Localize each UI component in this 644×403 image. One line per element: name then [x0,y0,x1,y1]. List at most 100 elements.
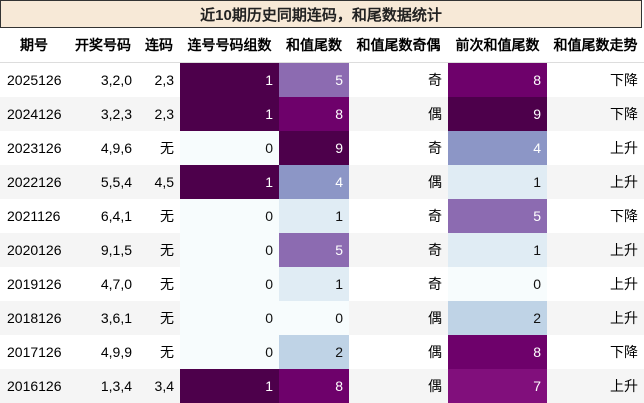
cell-issue: 2020126 [0,233,68,267]
cell-trend: 上升 [610,140,638,156]
header-numbers: 开奖号码 [68,28,138,63]
table-row: 2021126 6,4,1 无 0 1 奇 5 下降 [0,199,644,233]
cell-prev-tail: 5 [448,199,547,233]
header-lian: 连码 [138,28,180,63]
cell-issue: 2024126 [0,97,68,131]
cell-tail: 4 [279,165,349,199]
cell-trend: 上升 [610,276,638,292]
cell-groups: 1 [180,369,279,403]
cell-numbers: 3,2,3 [68,97,138,131]
cell-numbers: 5,5,4 [68,165,138,199]
cell-numbers: 1,3,4 [68,369,138,403]
cell-tail: 1 [279,199,349,233]
cell-issue: 2025126 [7,72,62,88]
cell-issue: 2016126 [0,369,68,403]
cell-trend: 下降 [610,208,638,224]
cell-tail: 1 [279,267,349,301]
cell-parity: 偶 [349,97,448,131]
cell-groups: 0 [180,267,279,301]
cell-prev-tail: 4 [448,131,547,165]
cell-numbers: 4,9,6 [100,140,132,156]
header-row: 期号 开奖号码 连码 连号号码组数 和值尾数 和值尾数奇偶 前次和值尾数 和值尾… [0,28,644,63]
cell-groups: 0 [180,199,279,233]
table-row: 2016126 1,3,4 3,4 1 8 偶 7 上升 [0,369,644,403]
cell-parity: 奇 [428,72,442,88]
header-parity: 和值尾数奇偶 [349,28,448,63]
cell-numbers: 9,1,5 [68,233,138,267]
cell-numbers: 4,7,0 [100,276,132,292]
cell-groups: 1 [180,62,279,97]
table-row: 2019126 4,7,0 无 0 1 奇 0 上升 [0,267,644,301]
table-title: 近10期历史同期连码，和尾数据统计 [0,0,642,28]
cell-lian: 无 [138,233,180,267]
cell-groups: 0 [180,233,279,267]
cell-prev-tail: 2 [448,301,547,335]
cell-parity: 偶 [349,369,448,403]
table-row: 2018126 3,6,1 无 0 0 偶 2 上升 [0,301,644,335]
cell-trend: 上升 [547,369,644,403]
cell-tail: 0 [279,301,349,335]
cell-prev-tail: 7 [448,369,547,403]
cell-lian: 2,3 [154,72,174,88]
cell-prev-tail: 1 [448,233,547,267]
cell-numbers: 3,2,0 [100,72,132,88]
cell-prev-tail: 8 [448,335,547,369]
cell-groups: 1 [180,165,279,199]
cell-trend: 上升 [547,301,644,335]
cell-parity: 偶 [349,165,448,199]
header-groups: 连号号码组数 [180,28,279,63]
cell-prev-tail: 1 [448,165,547,199]
cell-prev-tail: 0 [448,267,547,301]
cell-lian: 无 [160,140,174,156]
cell-issue: 2018126 [0,301,68,335]
cell-trend: 下降 [547,97,644,131]
cell-numbers: 4,9,9 [100,344,132,360]
header-tail: 和值尾数 [279,28,349,63]
table-row: 2023126 4,9,6 无 0 9 奇 4 上升 [0,131,644,165]
cell-prev-tail: 8 [448,62,547,97]
cell-lian: 无 [160,276,174,292]
cell-lian: 3,4 [138,369,180,403]
cell-issue: 2017126 [7,344,62,360]
cell-numbers: 6,4,1 [100,208,132,224]
cell-tail: 2 [279,335,349,369]
cell-groups: 0 [180,131,279,165]
cell-parity: 奇 [428,140,442,156]
cell-parity: 偶 [428,344,442,360]
cell-issue: 2019126 [7,276,62,292]
cell-parity: 奇 [428,208,442,224]
table-row: 2022126 5,5,4 4,5 1 4 偶 1 上升 [0,165,644,199]
cell-parity: 奇 [349,233,448,267]
header-issue: 期号 [0,28,68,63]
cell-groups: 0 [180,335,279,369]
cell-prev-tail: 9 [448,97,547,131]
cell-trend: 上升 [547,165,644,199]
cell-trend: 下降 [610,72,638,88]
cell-parity: 奇 [428,276,442,292]
cell-numbers: 3,6,1 [68,301,138,335]
stats-table: 期号 开奖号码 连码 连号号码组数 和值尾数 和值尾数奇偶 前次和值尾数 和值尾… [0,28,644,403]
table-row: 2020126 9,1,5 无 0 5 奇 1 上升 [0,233,644,267]
cell-tail: 8 [279,97,349,131]
cell-lian: 无 [138,301,180,335]
cell-tail: 9 [279,131,349,165]
cell-tail: 5 [279,233,349,267]
header-prev-tail: 前次和值尾数 [448,28,547,63]
cell-lian: 2,3 [138,97,180,131]
cell-parity: 偶 [349,301,448,335]
table-row: 2024126 3,2,3 2,3 1 8 偶 9 下降 [0,97,644,131]
cell-groups: 0 [180,301,279,335]
cell-groups: 1 [180,97,279,131]
cell-trend: 上升 [547,233,644,267]
cell-issue: 2023126 [7,140,62,156]
cell-lian: 4,5 [138,165,180,199]
cell-lian: 无 [160,208,174,224]
cell-issue: 2021126 [7,208,61,224]
header-trend: 和值尾数走势 [547,28,644,63]
cell-tail: 8 [279,369,349,403]
cell-issue: 2022126 [0,165,68,199]
cell-trend: 下降 [610,344,638,360]
table-row: 2025126 3,2,0 2,3 1 5 奇 8 下降 [0,62,644,97]
table-row: 2017126 4,9,9 无 0 2 偶 8 下降 [0,335,644,369]
cell-tail: 5 [279,62,349,97]
